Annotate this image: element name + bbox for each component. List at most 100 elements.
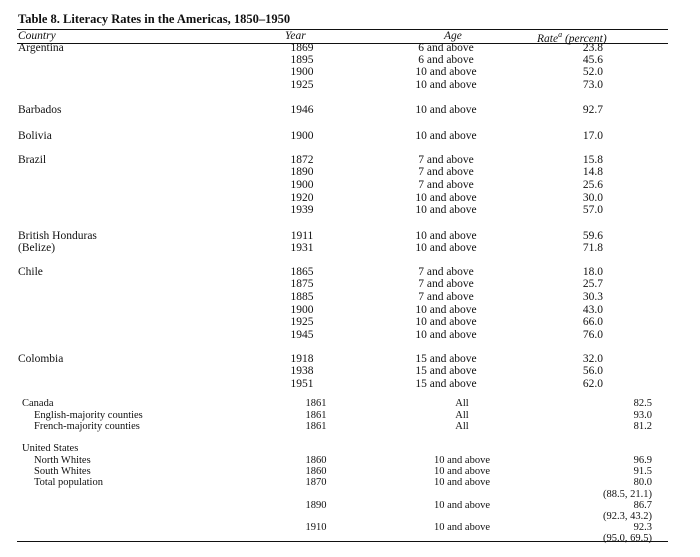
cell-year: 1861 xyxy=(305,398,327,409)
cell-rate: 80.0 xyxy=(633,477,652,488)
cell-country: Argentina xyxy=(18,42,64,54)
cell-age: 10 and above xyxy=(415,230,477,242)
cell-year: 1890 xyxy=(290,166,314,178)
cell-rate: 30.0 xyxy=(582,192,603,204)
header-country: Country xyxy=(18,30,56,42)
cell-age: 10 and above xyxy=(415,104,477,116)
table-title: Table 8. Literacy Rates in the Americas,… xyxy=(18,12,291,26)
cell-rate: 92.3 xyxy=(633,522,652,533)
cell-year: 1890 xyxy=(305,500,327,511)
header-top-rule xyxy=(17,29,668,30)
cell-year: 1860 xyxy=(305,455,327,466)
cell-rate: (88.5, 21.1) xyxy=(603,489,652,500)
cell-year: 1918 xyxy=(290,353,314,365)
cell-age: All xyxy=(455,421,469,432)
cell-year: 1870 xyxy=(305,477,327,488)
cell-year: 1900 xyxy=(290,179,314,191)
cell-rate: 73.0 xyxy=(582,79,603,91)
cell-country: Canada xyxy=(22,398,54,409)
cell-rate: 56.0 xyxy=(582,365,603,377)
cell-year: 1900 xyxy=(290,66,314,78)
cell-country: Chile xyxy=(18,266,43,278)
cell-year: 1925 xyxy=(290,316,314,328)
cell-age: 10 and above xyxy=(415,66,477,78)
cell-country: North Whites xyxy=(34,455,91,466)
header-age: Age xyxy=(444,30,462,42)
cell-year: 1939 xyxy=(290,204,314,216)
cell-rate: 25.7 xyxy=(582,278,603,290)
cell-rate: 76.0 xyxy=(582,329,603,341)
cell-country: United States xyxy=(22,443,79,454)
cell-year: 1945 xyxy=(290,329,314,341)
cell-age: 7 and above xyxy=(418,266,474,278)
cell-age: 10 and above xyxy=(415,316,477,328)
header-rate-main: Rate xyxy=(537,32,559,45)
cell-country: Bolivia xyxy=(18,130,52,142)
cell-age: 15 and above xyxy=(415,353,477,365)
cell-rate: 57.0 xyxy=(582,204,603,216)
cell-year: 1869 xyxy=(290,42,314,54)
cell-rate: 91.5 xyxy=(633,466,652,477)
cell-rate: 62.0 xyxy=(582,378,603,390)
cell-country: British Honduras xyxy=(18,230,97,242)
cell-year: 1861 xyxy=(305,410,327,421)
cell-rate: 82.5 xyxy=(633,398,652,409)
cell-year: 1865 xyxy=(290,266,314,278)
cell-rate: 17.0 xyxy=(582,130,603,142)
cell-age: 10 and above xyxy=(434,466,490,477)
cell-age: 10 and above xyxy=(415,329,477,341)
cell-year: 1895 xyxy=(290,54,314,66)
cell-year: 1938 xyxy=(290,365,314,377)
header-rate-sup: a xyxy=(558,30,563,39)
cell-year: 1920 xyxy=(290,192,314,204)
cell-age: 15 and above xyxy=(415,365,477,377)
cell-age: 10 and above xyxy=(415,192,477,204)
cell-country: English-majority counties xyxy=(34,410,143,421)
cell-year: 1900 xyxy=(290,304,314,316)
cell-age: 6 and above xyxy=(418,54,474,66)
table-bottom-rule xyxy=(17,541,668,542)
cell-rate: 14.8 xyxy=(582,166,603,178)
cell-year: 1910 xyxy=(305,522,327,533)
cell-age: 7 and above xyxy=(418,278,474,290)
cell-rate: 66.0 xyxy=(582,316,603,328)
cell-age: 10 and above xyxy=(415,79,477,91)
cell-rate: 59.6 xyxy=(582,230,603,242)
cell-age: 10 and above xyxy=(434,500,490,511)
cell-rate: 32.0 xyxy=(582,353,603,365)
cell-rate: 45.6 xyxy=(582,54,603,66)
cell-rate: 81.2 xyxy=(633,421,652,432)
cell-rate: (92.3, 43.2) xyxy=(603,511,652,522)
cell-rate: 15.8 xyxy=(582,154,603,166)
cell-rate: 30.3 xyxy=(582,291,603,303)
cell-country: Colombia xyxy=(18,353,64,365)
cell-year: 1951 xyxy=(290,378,314,390)
cell-rate: 23.8 xyxy=(582,42,603,54)
cell-age: 10 and above xyxy=(434,477,490,488)
cell-age: 10 and above xyxy=(415,130,477,142)
cell-rate: 96.9 xyxy=(633,455,652,466)
cell-age: 7 and above xyxy=(418,154,474,166)
cell-rate: (95.0, 69.5) xyxy=(603,533,652,544)
cell-rate: 52.0 xyxy=(582,66,603,78)
cell-rate: 92.7 xyxy=(582,104,603,116)
cell-rate: 25.6 xyxy=(582,179,603,191)
cell-year: 1931 xyxy=(290,242,314,254)
cell-age: 6 and above xyxy=(418,42,474,54)
cell-age: 10 and above xyxy=(415,242,477,254)
cell-age: 10 and above xyxy=(415,204,477,216)
cell-year: 1885 xyxy=(290,291,314,303)
header-rate-tail: (percent) xyxy=(562,32,607,45)
cell-year: 1861 xyxy=(305,421,327,432)
cell-year: 1872 xyxy=(290,154,314,166)
cell-age: 7 and above xyxy=(418,291,474,303)
cell-age: 10 and above xyxy=(434,522,490,533)
cell-year: 1925 xyxy=(290,79,314,91)
cell-year: 1946 xyxy=(290,104,314,116)
header-year: Year xyxy=(285,30,306,42)
cell-age: All xyxy=(455,410,469,421)
cell-country: South Whites xyxy=(34,466,91,477)
cell-age: All xyxy=(455,398,469,409)
cell-country: Barbados xyxy=(18,104,62,116)
cell-country: Brazil xyxy=(18,154,47,166)
